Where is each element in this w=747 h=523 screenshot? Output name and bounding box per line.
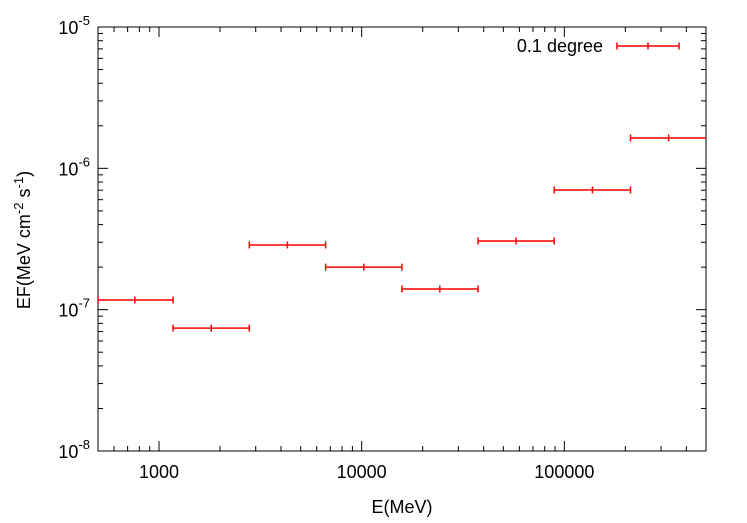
error-bar: [629, 134, 706, 142]
y-axis-title-part: ): [14, 171, 34, 177]
y-tick-exponent: -5: [78, 13, 90, 28]
y-tick-exponent: -8: [78, 437, 90, 452]
x-tick-label: 10000: [337, 462, 387, 482]
y-axis-title-part: -1: [11, 177, 26, 189]
y-tick-exponent: -7: [78, 296, 90, 311]
x-axis-title: E(MeV): [371, 497, 432, 517]
y-axis-title: EF(MeV cm-2 s-1): [11, 171, 35, 309]
plot-area: [98, 134, 706, 332]
x-tick-label: 1000: [139, 462, 179, 482]
y-tick-label: 10-6: [58, 154, 90, 179]
y-tick-exponent: -6: [78, 154, 90, 169]
legend-label: 0.1 degree: [517, 36, 603, 56]
y-tick-base: 10: [58, 301, 78, 321]
y-axis-title-part: -2: [11, 203, 26, 215]
y-tick-label: 10-5: [58, 13, 90, 38]
y-tick-base: 10: [58, 18, 78, 38]
y-axis-title-part: EF(MeV cm: [14, 214, 34, 309]
y-tick-label: 10-8: [58, 437, 90, 462]
plot-frame: [97, 26, 707, 452]
y-tick-base: 10: [58, 442, 78, 462]
y-tick-base: 10: [58, 159, 78, 179]
y-tick-label: 10-7: [58, 296, 90, 321]
x-tick-label: 100000: [534, 462, 594, 482]
y-axis-title-part: s: [14, 188, 34, 202]
